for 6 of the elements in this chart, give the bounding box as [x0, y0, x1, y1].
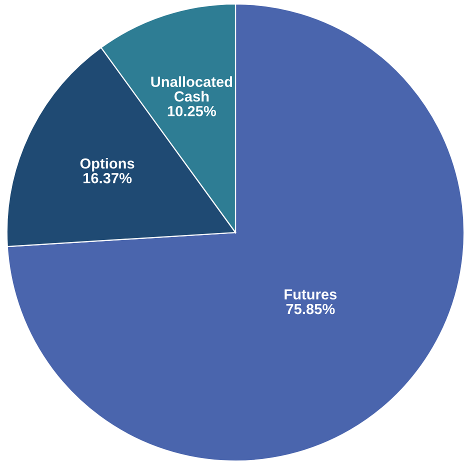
slice-label: Options [80, 158, 134, 172]
data-label: 16.37% [83, 173, 132, 184]
data-label: 75.85% [286, 304, 335, 314]
slice-label: Unallocated Cash [151, 76, 232, 102]
slice-label: Futures [284, 289, 337, 300]
data-label: 10.25% [168, 106, 216, 116]
